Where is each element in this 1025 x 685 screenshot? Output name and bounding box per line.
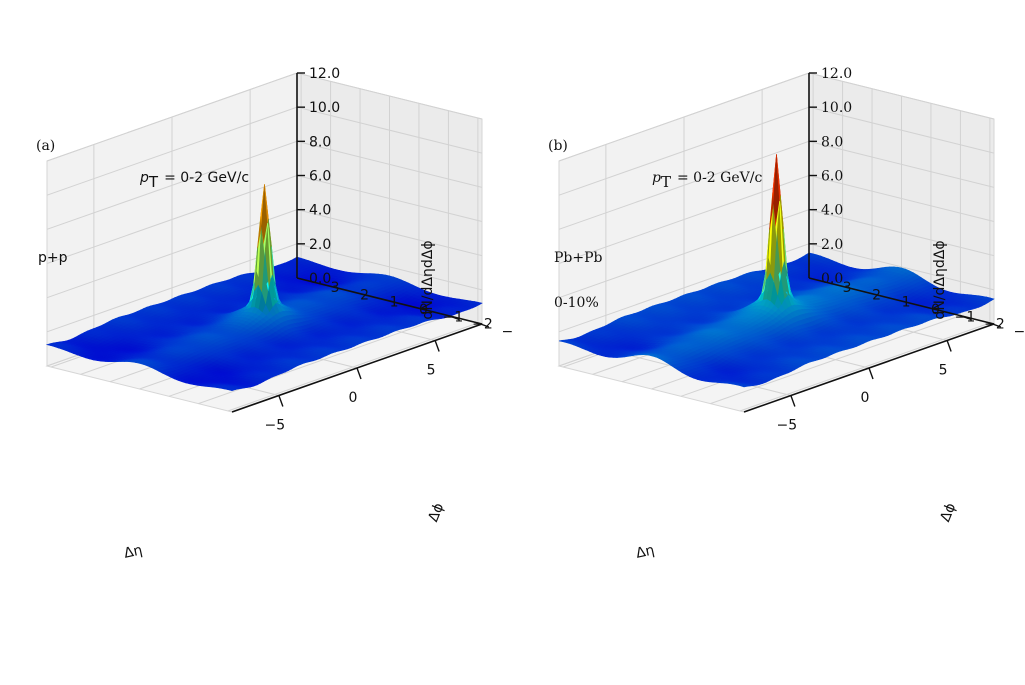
y-tick-label: −3 bbox=[502, 324, 512, 340]
chart-panel-b: −505−3−2−101230.02.04.06.08.010.012.0ΔηΔ… bbox=[512, 0, 1024, 685]
grid-line bbox=[198, 315, 449, 405]
z-tick-label: 12.0 bbox=[309, 66, 340, 82]
grid-line bbox=[227, 322, 479, 412]
chart-panel-a: −505−3−2−101230.02.04.06.08.010.012.0ΔηΔ… bbox=[0, 0, 512, 685]
z-tick-label: 2.0 bbox=[309, 237, 331, 253]
z-axis-label: dN/dΔηdΔϕ bbox=[420, 240, 436, 319]
system-label: p+p bbox=[38, 250, 68, 266]
panel-label: (a) bbox=[36, 138, 55, 154]
pt-symbol: p bbox=[139, 170, 149, 186]
z-tick-label: 0.0 bbox=[309, 271, 331, 287]
x-tick-mark bbox=[356, 367, 362, 380]
surface-plot-b: −505−3−2−101230.02.04.06.08.010.012.0ΔηΔ… bbox=[548, 66, 1024, 562]
x-tick-mark bbox=[868, 367, 874, 380]
x-tick-label: 5 bbox=[427, 363, 436, 379]
z-tick-label: 6.0 bbox=[309, 169, 331, 185]
pt-range: = 0-2 GeV/c bbox=[164, 170, 249, 186]
z-tick-label: 8.0 bbox=[309, 134, 331, 150]
y-tick-label: 1 bbox=[390, 295, 399, 311]
y-tick-label: −2 bbox=[472, 317, 493, 333]
x-tick-label: 0 bbox=[349, 390, 358, 406]
y-axis-label: Δϕ bbox=[425, 501, 447, 524]
z-tick-label: 4.0 bbox=[309, 203, 331, 219]
x-tick-mark bbox=[946, 340, 952, 352]
z-tick-label: 10.0 bbox=[309, 100, 340, 116]
x-axis-label: Δη bbox=[122, 542, 143, 561]
x-tick-label: −5 bbox=[265, 418, 286, 434]
surface-plot-a: −505−3−2−101230.02.04.06.08.010.012.0ΔηΔ… bbox=[36, 66, 512, 562]
x-tick-mark bbox=[278, 395, 284, 407]
x-tick-mark bbox=[434, 340, 440, 352]
y-tick-label: 2 bbox=[360, 287, 369, 303]
y-tick-label: −1 bbox=[443, 309, 464, 325]
x-tick-mark bbox=[790, 395, 796, 407]
pt-subscript: T bbox=[148, 173, 159, 191]
y-tick-label: 3 bbox=[331, 280, 340, 296]
surface bbox=[45, 184, 483, 392]
